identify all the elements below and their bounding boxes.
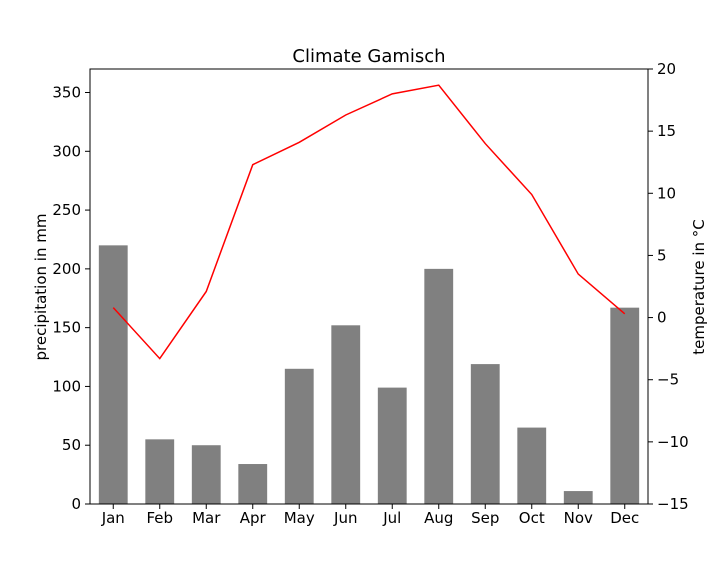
x-tick-label-may: May <box>284 509 315 527</box>
bar-mar <box>191 445 221 504</box>
y-axis-label: precipitation in mm <box>32 214 50 361</box>
precipitation-bars <box>98 245 640 504</box>
bar-nov <box>563 491 593 504</box>
y2-tick-label: −10 <box>657 433 689 451</box>
bar-oct <box>517 427 547 504</box>
bar-jul <box>377 387 407 504</box>
axes: 0 50 100 150 200 250 300 350 −15 −10 −5 0 5 10 15 20 Jan… <box>52 60 688 527</box>
x-tick-label-jul: Jul <box>382 509 401 527</box>
temperature-line-layer <box>112 84 626 360</box>
x-tick-label-aug: Aug <box>424 509 453 527</box>
y2-tick-label: 5 <box>657 246 667 264</box>
x-tick-label-sep: Sep <box>471 509 499 527</box>
x-tick-label-oct: Oct <box>519 509 545 527</box>
bar-apr <box>238 464 268 504</box>
y-tick-label: 100 <box>52 377 81 395</box>
temperature-line <box>112 84 626 360</box>
y-tick-label: 350 <box>52 84 81 102</box>
x-tick-label-jan: Jan <box>101 509 125 527</box>
y-tick-label: 200 <box>52 260 81 278</box>
chart-title: Climate Gamisch <box>292 46 445 67</box>
bar-sep <box>470 364 500 504</box>
bar-jan <box>98 245 128 504</box>
bar-feb <box>145 439 175 504</box>
bar-jun <box>331 325 361 504</box>
x-tick-label-dec: Dec <box>610 509 639 527</box>
x-tick-label-apr: Apr <box>240 509 267 527</box>
x-tick-label-mar: Mar <box>192 509 221 527</box>
x-tick-label-nov: Nov <box>564 509 593 527</box>
y2-axis-label: temperature in °C <box>690 219 708 354</box>
y-tick-label: 50 <box>62 436 81 454</box>
y-tick-label: 300 <box>52 142 81 160</box>
y2-tick-label: −5 <box>657 371 679 389</box>
y-tick-label: 250 <box>52 201 81 219</box>
y2-tick-label: 20 <box>657 60 676 78</box>
x-tick-label-jun: Jun <box>333 509 357 527</box>
y-tick-label: 150 <box>52 319 81 337</box>
y2-tick-label: −15 <box>657 495 689 513</box>
y2-tick-label: 15 <box>657 122 676 140</box>
x-tick-label-feb: Feb <box>146 509 173 527</box>
y2-tick-label: 0 <box>657 309 667 327</box>
bar-may <box>284 368 314 504</box>
bar-dec <box>610 307 640 504</box>
plot-frame <box>89 68 649 505</box>
y2-tick-label: 10 <box>657 184 676 202</box>
y-tick-label: 0 <box>71 495 81 513</box>
bar-aug <box>424 268 454 504</box>
